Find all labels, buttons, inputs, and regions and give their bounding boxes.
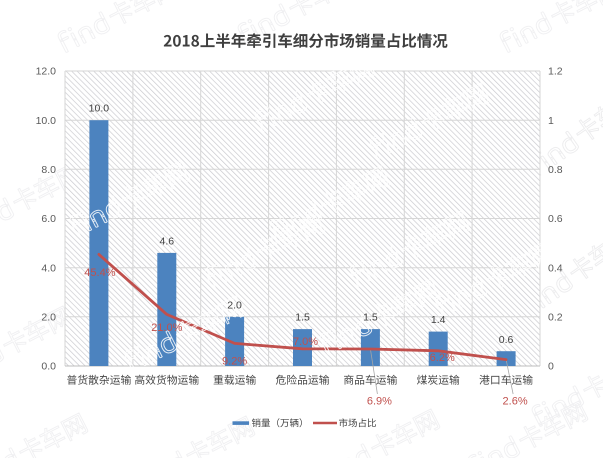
svg-text:10.0: 10.0 — [89, 103, 110, 115]
svg-text:1.2: 1.2 — [548, 66, 563, 78]
svg-text:45.4%: 45.4% — [84, 267, 115, 279]
svg-text:0.4: 0.4 — [548, 262, 563, 274]
svg-text:6.0: 6.0 — [41, 213, 56, 225]
svg-text:0: 0 — [548, 361, 554, 373]
svg-text:0.0: 0.0 — [41, 361, 56, 373]
svg-text:4.0: 4.0 — [41, 262, 56, 274]
svg-text:10.0: 10.0 — [36, 115, 57, 127]
svg-text:9.2%: 9.2% — [222, 356, 247, 368]
svg-text:6.9%: 6.9% — [367, 396, 392, 408]
svg-text:1.5: 1.5 — [363, 312, 378, 324]
svg-text:2.0: 2.0 — [41, 311, 56, 323]
svg-text:0.2: 0.2 — [548, 311, 563, 323]
svg-text:0.8: 0.8 — [548, 164, 563, 176]
svg-text:4.6: 4.6 — [159, 235, 174, 247]
svg-text:0.6: 0.6 — [548, 213, 563, 225]
svg-text:8.0: 8.0 — [41, 164, 56, 176]
svg-text:1.5: 1.5 — [295, 312, 310, 324]
svg-text:21.0%: 21.0% — [151, 322, 182, 334]
svg-text:7.0%: 7.0% — [293, 336, 318, 348]
svg-text:2.0: 2.0 — [227, 299, 242, 311]
svg-text:0.6: 0.6 — [499, 334, 514, 346]
svg-text:1: 1 — [548, 115, 554, 127]
svg-text:2.6%: 2.6% — [503, 396, 528, 408]
svg-text:1.4: 1.4 — [431, 314, 446, 326]
svg-text:12.0: 12.0 — [36, 66, 57, 78]
svg-text:6.2%: 6.2% — [430, 352, 455, 364]
